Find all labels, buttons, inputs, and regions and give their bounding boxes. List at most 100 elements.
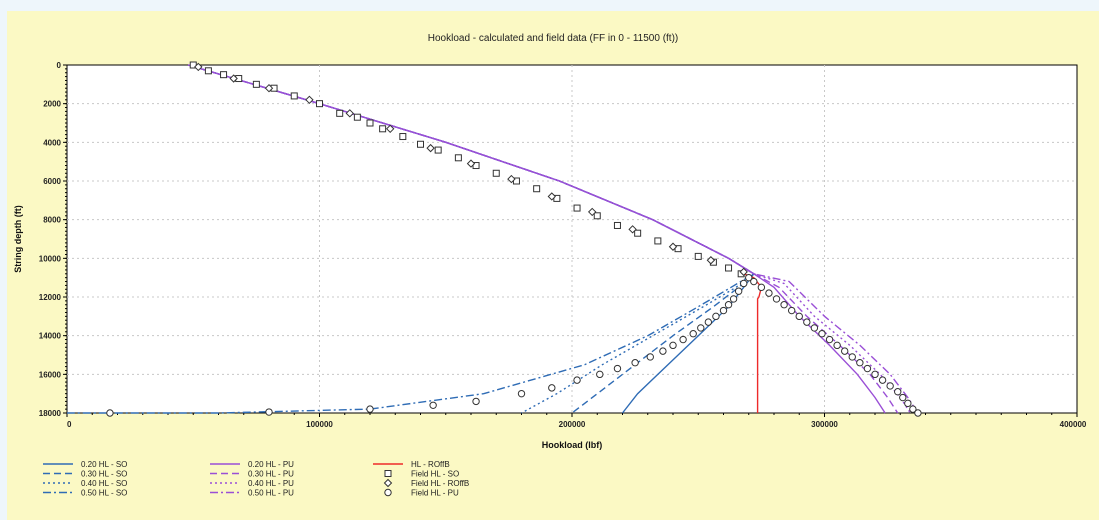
field-point (757, 283, 766, 292)
field-point (841, 347, 849, 355)
field-point (833, 341, 841, 350)
field-point (646, 353, 654, 361)
field-point (772, 295, 781, 303)
field-point (679, 335, 687, 344)
legend-label: 0.30 HL - SO (81, 470, 127, 479)
y-tick-label: 4000 (43, 138, 61, 147)
x-tick-label: 400000 (1060, 420, 1087, 429)
legend-label: 0.50 HL - SO (81, 489, 127, 498)
legend-label: Field HL - PU (411, 489, 459, 498)
y-tick-label: 12000 (39, 293, 62, 302)
chart-panel: Hookload - calculated and field data (FF… (7, 11, 1099, 520)
field-point (204, 67, 212, 75)
field-point (739, 267, 748, 277)
legend-marker-swatch (384, 488, 392, 497)
field-point (734, 287, 743, 295)
y-tick-label: 10000 (39, 254, 62, 263)
chart-title: Hookload - calculated and field data (FF… (427, 33, 679, 44)
x-tick-label: 200000 (559, 420, 586, 429)
x-axis-label: Hookload (lbf) (542, 440, 603, 450)
field-point (704, 318, 713, 326)
field-point (765, 289, 773, 297)
y-tick-label: 18000 (39, 409, 62, 418)
legend-label: Field HL - ROffB (411, 479, 469, 488)
field-point (533, 185, 541, 193)
y-tick-label: 2000 (43, 100, 61, 109)
legend-label: 0.50 HL - PU (248, 489, 294, 498)
hookload-chart: 0 100000 200000 300000 400000 0 2000 4000 6000 80… (13, 61, 1087, 498)
field-point (587, 207, 597, 217)
field-point (417, 140, 424, 148)
field-point (492, 169, 500, 177)
field-point (729, 295, 738, 303)
field-point (429, 401, 437, 409)
field-point (780, 301, 788, 309)
field-point (909, 405, 917, 413)
legend-label: 0.20 HL - SO (81, 460, 127, 469)
field-point (689, 330, 697, 338)
field-point (654, 237, 662, 245)
field-point (886, 382, 894, 390)
field-point (399, 133, 407, 141)
field-point (472, 397, 480, 406)
field-point (305, 95, 314, 105)
legend-label: HL - ROffB (411, 460, 450, 469)
field-point (573, 204, 581, 212)
field-point (669, 341, 677, 350)
field-point (628, 225, 637, 234)
legend-label: 0.30 HL - PU (248, 470, 294, 479)
field-point (856, 359, 864, 367)
y-tick-label: 0 (57, 61, 62, 70)
legend-label: 0.40 HL - SO (81, 479, 127, 488)
field-point (106, 409, 114, 417)
field-point (871, 370, 879, 379)
field-point (803, 318, 811, 326)
x-tick-label: 300000 (811, 420, 838, 429)
field-point (229, 74, 238, 83)
field-point (659, 347, 667, 355)
field-point (740, 279, 748, 288)
field-point (724, 301, 733, 309)
field-point (264, 83, 274, 93)
grid (67, 65, 1077, 413)
field-point (573, 376, 581, 384)
field-point (668, 242, 678, 251)
field-point (353, 113, 361, 121)
field-point (894, 388, 902, 396)
legend-marker-swatch (384, 470, 392, 477)
field-point (795, 312, 803, 321)
field-point (697, 324, 705, 332)
field-point (745, 273, 753, 282)
field-point (366, 119, 374, 127)
field-point (316, 100, 323, 108)
field-point (613, 221, 621, 229)
field-point (825, 335, 834, 344)
field-point (252, 80, 260, 88)
field-point (548, 384, 556, 392)
field-point (517, 389, 526, 398)
field-point (336, 109, 344, 117)
field-point (507, 174, 516, 184)
field-point (750, 277, 758, 286)
field-point (596, 370, 604, 379)
field-point (725, 264, 733, 272)
field-point (547, 192, 557, 201)
field-point (366, 405, 374, 413)
series-line (188, 64, 756, 414)
axis-ticks: 0 100000 200000 300000 400000 0 2000 4000 6000 80… (39, 61, 1087, 429)
field-point (818, 330, 826, 338)
field-point (904, 399, 912, 408)
legend-marker-swatch (383, 478, 393, 488)
field-point (694, 252, 702, 260)
y-axis-label: String depth (ft) (13, 205, 23, 272)
field-point (848, 353, 856, 361)
field-point (613, 364, 622, 373)
field-markers (106, 61, 922, 417)
field-point (863, 364, 872, 373)
field-point (426, 143, 435, 153)
field-point (878, 376, 887, 384)
field-point (434, 146, 442, 154)
field-point (899, 393, 907, 402)
field-point (385, 124, 395, 134)
x-tick-label: 100000 (306, 420, 333, 429)
